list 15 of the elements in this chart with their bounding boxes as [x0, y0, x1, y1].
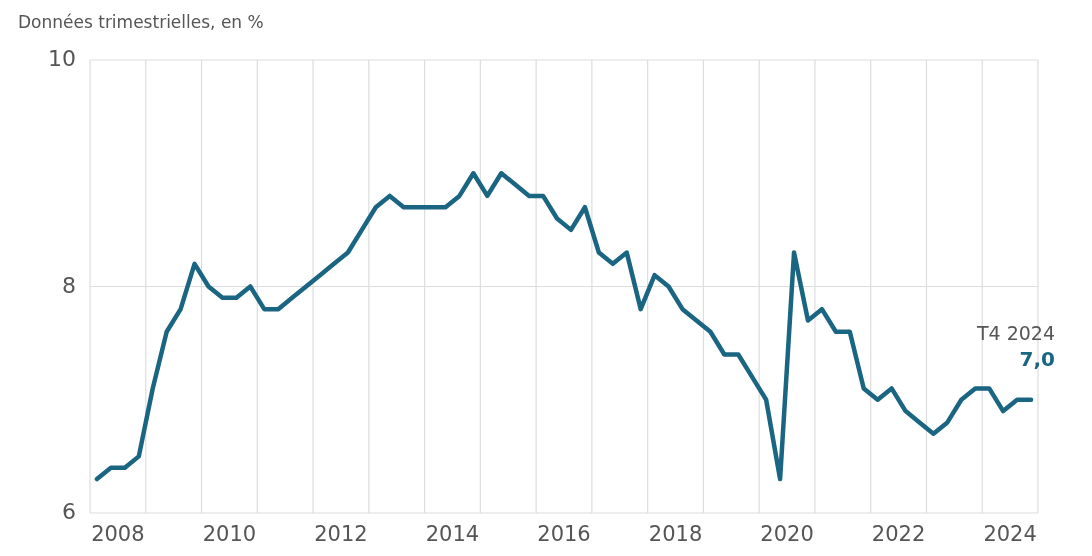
x-tick-label: 2010 — [202, 522, 257, 546]
y-tick-label: 10 — [48, 46, 76, 71]
annotation: 7,0 — [1019, 346, 1056, 371]
annotation: T4 2024 — [975, 321, 1056, 344]
y-tick-label: 8 — [62, 272, 76, 298]
x-tick-label: 2020 — [760, 522, 814, 546]
x-tick-label: 2014 — [425, 522, 480, 546]
x-tick-label: 2008 — [91, 522, 145, 546]
y-tick-label: 6 — [62, 499, 76, 524]
x-tick-label: 2016 — [537, 522, 591, 546]
chart-subtitle: Données trimestrielles, en % — [18, 12, 264, 32]
x-tick-label: 2018 — [648, 522, 703, 546]
x-tick-label: 2024 — [983, 522, 1037, 546]
x-tick-label: 2012 — [314, 522, 368, 546]
x-tick-label: 2022 — [871, 522, 926, 546]
